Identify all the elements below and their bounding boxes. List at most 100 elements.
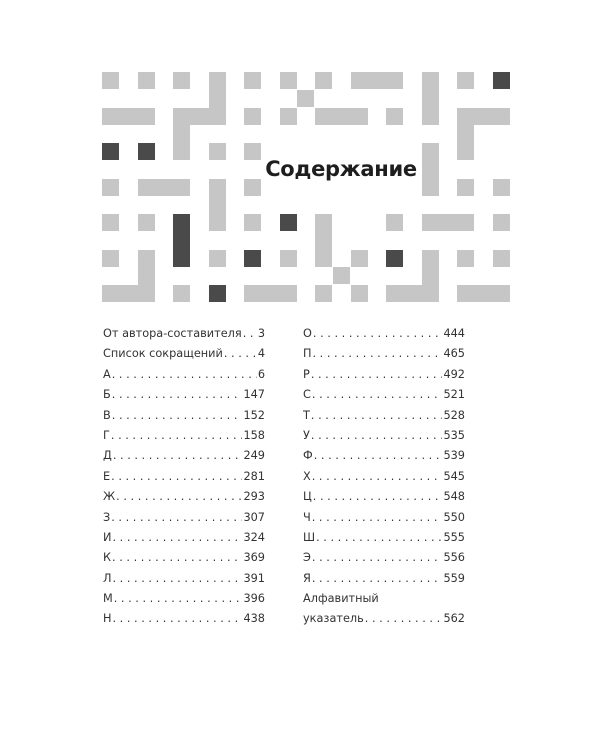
toc-entry-page: 6: [257, 367, 265, 381]
dot-leader: [113, 572, 243, 585]
toc-entry-page: 293: [243, 490, 265, 504]
toc-entry[interactable]: Ц 548: [303, 490, 465, 510]
light-block: [208, 249, 226, 267]
light-block: [457, 178, 474, 196]
toc-entry-label: Ц: [303, 490, 312, 504]
dot-leader: [116, 490, 242, 503]
toc-entry[interactable]: П 465: [303, 347, 465, 367]
toc-entry-page: 396: [243, 592, 265, 606]
dot-leader: [312, 572, 443, 585]
toc-entry[interactable]: Ж 293: [103, 490, 265, 510]
toc-entry[interactable]: М 396: [103, 592, 265, 612]
toc-entry-page: 391: [243, 571, 265, 585]
light-block: [279, 72, 297, 89]
toc-entry[interactable]: С 521: [303, 388, 465, 408]
light-block: [173, 72, 190, 89]
toc-entry[interactable]: О 444: [303, 327, 465, 347]
dot-leader: [312, 511, 443, 524]
toc-entry[interactable]: Б 147: [103, 388, 265, 408]
light-block: [208, 143, 226, 160]
toc-entry-label: Н: [103, 612, 112, 626]
toc-entry-page: 438: [243, 612, 265, 626]
toc-entry-label: От автора-составителя: [103, 327, 242, 340]
dot-leader: [312, 470, 443, 483]
toc-entry-label: И: [103, 530, 112, 544]
toc-entry-label: указатель: [303, 612, 364, 626]
toc-entry-page: 158: [243, 428, 265, 442]
toc-entry[interactable]: У 535: [303, 429, 465, 449]
toc-entry[interactable]: Д 249: [103, 449, 265, 469]
light-block: [244, 285, 297, 302]
light-block: [244, 178, 261, 196]
light-block: [102, 107, 155, 125]
toc-entry-page: 492: [443, 367, 465, 381]
toc-entry-page: 528: [443, 408, 465, 422]
light-block: [279, 107, 297, 125]
toc-entry[interactable]: Х 545: [303, 470, 465, 490]
light-block: [315, 285, 332, 302]
dark-block: [386, 249, 403, 267]
toc-entry[interactable]: От автора-составителя 3: [103, 327, 265, 347]
light-block: [386, 107, 403, 125]
toc-entry-page: 249: [243, 449, 265, 463]
light-block: [244, 107, 261, 125]
toc-entry[interactable]: Н 438: [103, 612, 265, 632]
toc-entry[interactable]: Е 281: [103, 470, 265, 490]
toc-entry-label: Т: [303, 408, 310, 422]
toc-entry[interactable]: З 307: [103, 511, 265, 531]
toc-entry[interactable]: Я 559: [303, 572, 465, 592]
toc-entry-page: 369: [243, 551, 265, 565]
toc-entry[interactable]: Ч 550: [303, 511, 465, 531]
light-block: [492, 214, 510, 231]
light-block: [457, 249, 474, 267]
toc-entry[interactable]: А6: [103, 368, 265, 388]
toc-entry-label: К: [103, 551, 112, 565]
light-block: [102, 249, 119, 267]
toc-entry[interactable]: Г 158: [103, 429, 265, 449]
toc-entry-label: М: [103, 592, 113, 606]
light-block: [315, 214, 332, 267]
toc-entry[interactable]: Список сокращений 4: [103, 347, 265, 367]
light-block: [350, 249, 368, 267]
toc-entry-label: Д: [103, 449, 112, 463]
toc-entry[interactable]: Ш 555: [303, 531, 465, 551]
toc-entry-page: 550: [443, 510, 465, 524]
toc-entry-page: 548: [443, 490, 465, 504]
light-block: [492, 249, 510, 267]
light-block: [421, 72, 439, 125]
toc-entry[interactable]: К 369: [103, 551, 265, 571]
light-block: [386, 214, 403, 231]
toc-entry-label: З: [103, 510, 111, 524]
light-block: [244, 214, 261, 231]
toc-entry[interactable]: Ф 539: [303, 449, 465, 469]
toc-entry[interactable]: Алфавитный: [303, 592, 465, 612]
light-block: [386, 285, 439, 302]
toc-entry-page: 559: [443, 571, 465, 585]
toc-entry[interactable]: Р 492: [303, 368, 465, 388]
dark-block: [492, 72, 510, 89]
toc-entry-page: 281: [243, 469, 265, 483]
light-block: [137, 214, 155, 231]
dot-leader: [112, 551, 242, 564]
dot-leader: [114, 592, 243, 605]
toc-entry[interactable]: Т 528: [303, 409, 465, 429]
dot-leader: [113, 612, 243, 625]
light-block: [350, 285, 368, 302]
light-block: [332, 267, 350, 285]
toc-entry-label: Б: [103, 388, 111, 402]
toc-entry[interactable]: Л 391: [103, 572, 265, 592]
toc-entry-label: А: [103, 367, 111, 381]
dot-leader: [365, 612, 443, 625]
dot-leader: [111, 511, 242, 524]
dot-leader: [314, 449, 443, 462]
dot-leader: [112, 388, 243, 401]
toc-entry[interactable]: И 324: [103, 531, 265, 551]
toc-entry[interactable]: указатель 562: [303, 612, 465, 632]
dot-leader: [112, 531, 242, 544]
light-block: [457, 107, 474, 160]
toc-entry[interactable]: В 152: [103, 409, 265, 429]
toc-entry[interactable]: Э 556: [303, 551, 465, 571]
toc-entry-page: 3: [257, 327, 265, 340]
light-block: [244, 143, 261, 160]
dot-leader: [112, 409, 243, 422]
